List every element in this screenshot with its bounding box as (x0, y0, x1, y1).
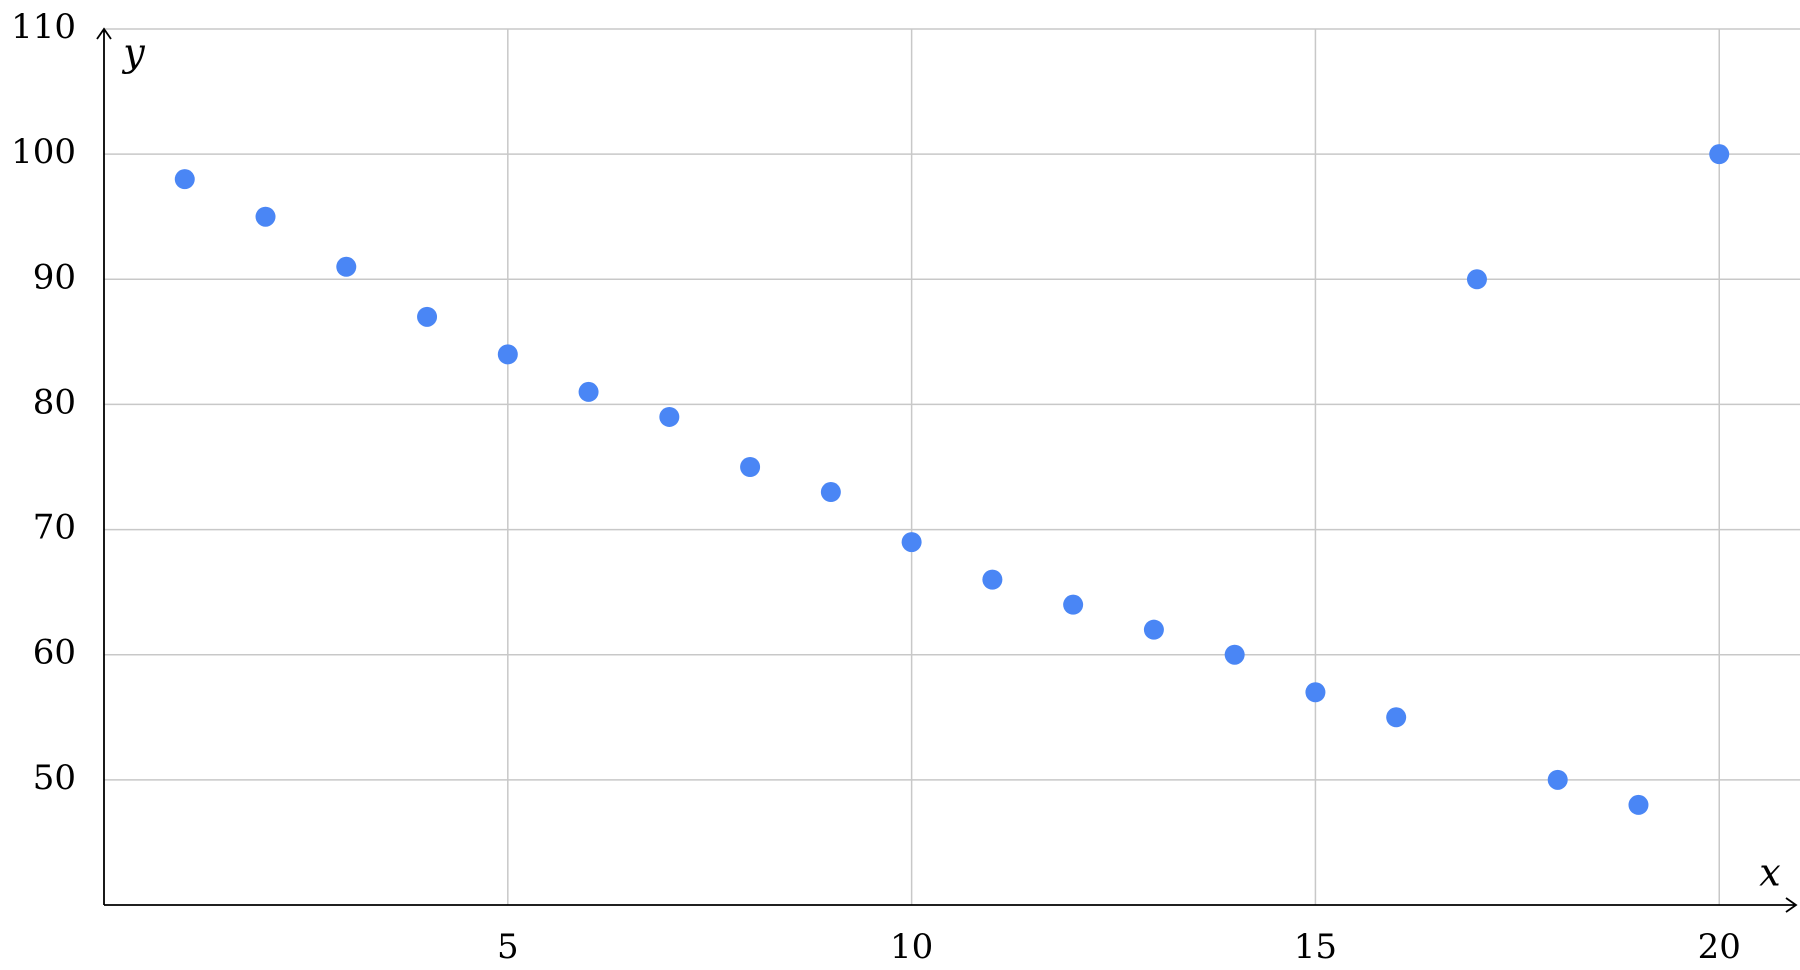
point (1386, 707, 1407, 728)
y-axis-label: y (121, 31, 145, 75)
y-tick-label: 110 (11, 7, 76, 47)
point (1305, 682, 1326, 703)
point (1709, 144, 1730, 165)
axes (96, 27, 1798, 913)
point (1628, 794, 1649, 815)
point (255, 206, 276, 227)
x-tick-label: 5 (497, 927, 519, 967)
x-tick-label: 10 (890, 927, 933, 967)
y-tick-label: 80 (33, 382, 76, 422)
point (901, 532, 922, 553)
grid (104, 28, 1800, 905)
point (497, 344, 518, 365)
point (982, 569, 1003, 590)
y-tick-label: 60 (33, 633, 76, 673)
point (417, 306, 438, 327)
x-tick-label: 15 (1294, 927, 1337, 967)
point (1224, 644, 1245, 665)
point (578, 381, 599, 402)
point (1143, 619, 1164, 640)
point (1466, 269, 1487, 290)
x-tick-label: 20 (1698, 927, 1741, 967)
x-axis-label: x (1759, 851, 1780, 895)
point (336, 256, 357, 277)
point (1063, 594, 1084, 615)
point (174, 169, 195, 190)
y-tick-label: 90 (33, 257, 76, 297)
point (740, 457, 761, 477)
y-tick-label: 50 (33, 758, 76, 798)
point (1547, 769, 1568, 790)
y-tick-label: 100 (11, 132, 76, 172)
point (820, 482, 841, 503)
y-tick-label: 70 (33, 508, 76, 548)
point (659, 406, 680, 427)
